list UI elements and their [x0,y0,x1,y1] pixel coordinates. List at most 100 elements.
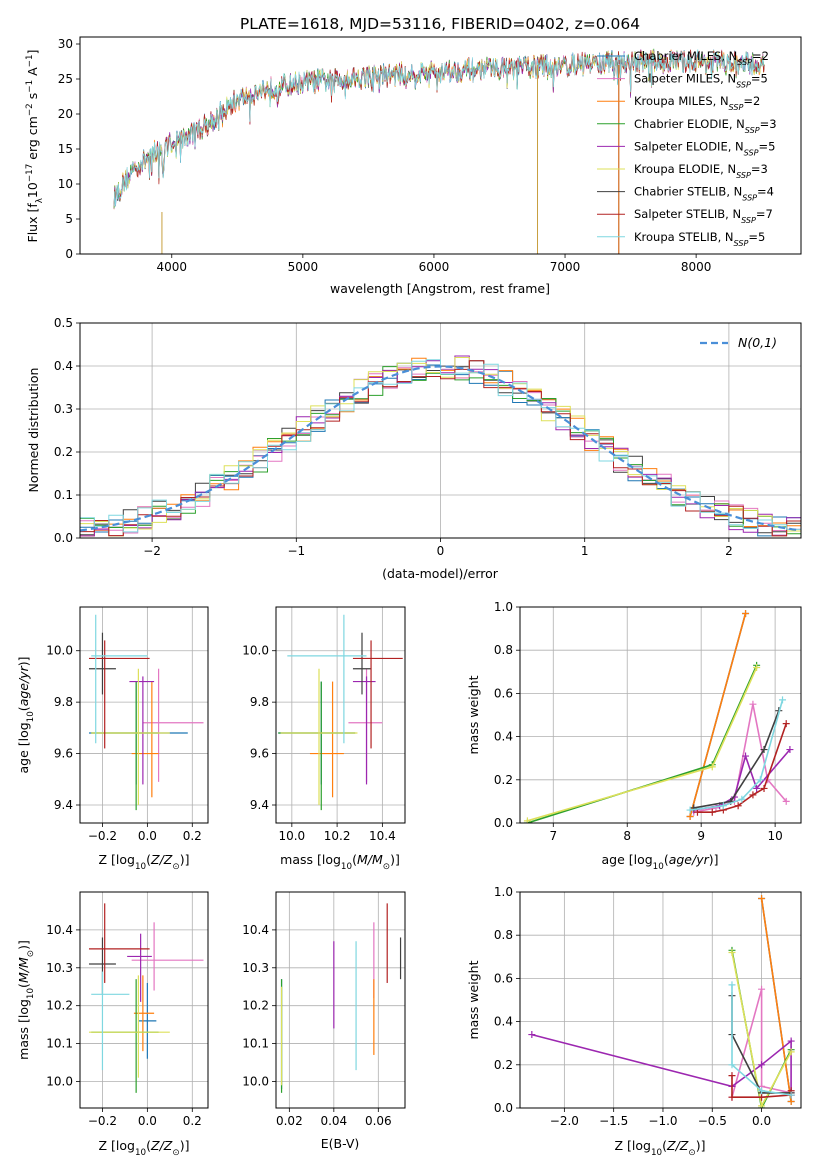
x-tick-label: 7000 [550,260,581,274]
panel-weight_vs_Z: −2.0 −1.5 −1.0 −0.5 0.0 0.0 0.2 0.4 0.6 0.8 1.0 Z [… [466,885,802,1158]
x-tick-label: 7 [549,829,557,843]
marker-salpeter_stelib [782,720,790,728]
point-kroupa_stelib [91,971,130,1071]
y-axis-label: mass weight [466,675,481,754]
panel-mass_vs_Z: −0.2 0.0 0.2 10.0 10.1 10.2 10.3 10.4 Z [log10(Z… [16,891,209,1158]
y-tick-label: 9.8 [54,695,73,709]
panel-age_vs_Z: −0.2 0.0 0.2 9.4 9.6 9.8 10.0 Z [log10(Z/Z⊙)] ag… [16,606,209,872]
legend-label-salpeter_stelib: Salpeter STELIB, NSSP=7 [634,207,773,225]
plot-area-weight_vs_age [523,609,794,823]
x-tick-label: −2 [143,544,161,558]
marker-salpeter_elodie [786,746,794,754]
point-chabrier_miles [138,982,157,1059]
x-tick-label: 0.0 [752,1114,771,1128]
x-tick-label: −1 [287,544,305,558]
y-tick-label: 5 [65,212,73,226]
marker-kroupa_miles [686,813,694,821]
panel-age_vs_mass: 10.0 10.2 10.4 9.4 9.6 9.8 10.0 mass [log10(M/M… [242,606,406,872]
x-tick-label: 10.0 [278,829,305,843]
y-axis-label: Flux [fλ10−17 erg cm−2 s−1 A−1] [25,50,45,243]
marker-salpeter_elodie [758,1061,766,1069]
marker-salpeter_stelib [734,802,742,810]
marker-kroupa_elodie [758,1102,766,1108]
curve-kroupa_stelib [731,984,792,1096]
x-tick-label: 10.2 [324,829,351,843]
curve-salpeter_miles [731,988,792,1098]
marker-kroupa_stelib [728,981,736,989]
legend-label-kroupa_stelib: Kroupa STELIB, NSSP=5 [634,230,765,248]
point-kroupa_miles [133,975,155,1052]
x-tick-label: −0.5 [698,1114,727,1128]
point-chabrier_elodie [91,681,159,811]
marker-salpeter_miles [758,985,766,993]
axes-frame [79,891,209,1109]
y-tick-label: 0.0 [494,1101,513,1115]
point-kroupa_miles [309,681,344,798]
y-tick-label: 30 [58,37,73,51]
y-axis-label: mass weight [466,960,481,1039]
marker-kroupa_stelib [779,696,787,704]
x-tick-label: 5000 [288,260,319,274]
y-tick-label: 10.4 [46,923,73,937]
y-tick-label: 0.0 [54,531,73,545]
y-axis-label: Normed distribution [26,368,41,493]
point-salpeter_stelib [352,640,403,749]
figure-title: PLATE=1618, MJD=53116, FIBERID=0402, z=0… [240,15,640,33]
plot-area-weight_vs_Z [528,894,795,1108]
marker-kroupa_stelib [686,806,694,814]
x-tick-label: 0.06 [365,1114,392,1128]
legend-label-gaussian: N(0,1) [738,335,777,350]
marker-salpeter_miles [749,700,757,708]
x-axis-label: Z [log10(Z/Z⊙)] [99,1138,190,1158]
marker-salpeter_stelib [728,1072,736,1080]
y-tick-label: 10.0 [46,1074,73,1088]
y-tick-label: 0.2 [494,1058,513,1072]
x-tick-label: −0.2 [88,829,117,843]
curve-kroupa_elodie [527,667,758,822]
marker-salpeter_elodie [753,784,761,792]
panel-mass_vs_ebv: 0.02 0.04 0.06 10.0 10.1 10.2 10.3 10.4 E(B-V) [242,891,406,1151]
y-axis-label: mass [log10(M/M⊙)] [16,940,36,1060]
legend-label-chabrier_stelib: Chabrier STELIB, NSSP=4 [634,185,774,203]
point-salpeter_miles [142,668,204,782]
y-tick-label: 0.4 [494,1015,513,1029]
legend-label-kroupa_elodie: Kroupa ELODIE, NSSP=3 [634,162,768,180]
axes-frame [79,606,209,824]
marker-salpeter_stelib [760,784,768,792]
marker-salpeter_miles [782,797,790,805]
x-tick-label: 6000 [419,260,450,274]
x-tick-label: 1 [581,544,589,558]
y-tick-label: 9.4 [54,798,73,812]
y-tick-label: 0.6 [494,686,513,700]
x-tick-label: −1.5 [599,1114,628,1128]
y-tick-label: 10.2 [46,999,73,1013]
marker-salpeter_elodie [787,1037,795,1045]
marker-kroupa_stelib [758,1087,766,1095]
y-tick-label: 9.8 [250,695,269,709]
point-salpeter_stelib [88,903,150,983]
hist-salpeter_stelib [80,360,801,537]
axes-frame [275,891,406,1109]
marker-kroupa_miles [758,894,766,902]
marker-salpeter_elodie [528,1031,536,1039]
marker-kroupa_stelib [719,802,727,810]
marker-salpeter_elodie [742,752,750,760]
y-tick-label: 0.8 [494,928,513,942]
y-tick-label: 0.2 [494,773,513,787]
x-tick-label: −2.0 [550,1114,579,1128]
axes-frame [519,891,802,1109]
y-tick-label: 10.4 [242,923,269,937]
point-kroupa_elodie [280,668,358,805]
y-tick-label: 10.0 [46,644,73,658]
marker-salpeter_stelib [693,808,701,816]
axes-frame [79,322,802,539]
legend-label-kroupa_miles: Kroupa MILES, NSSP=2 [634,94,760,112]
legend-label-chabrier_miles: Chabrier MILES, NSSP=2 [634,49,769,67]
marker-kroupa_elodie [787,1048,795,1056]
y-tick-label: 10.0 [242,644,269,658]
legend: N(0,1) [700,335,777,350]
marker-kroupa_elodie [728,948,736,956]
y-tick-label: 1.0 [494,600,513,614]
x-tick-label: 0.04 [320,1114,347,1128]
